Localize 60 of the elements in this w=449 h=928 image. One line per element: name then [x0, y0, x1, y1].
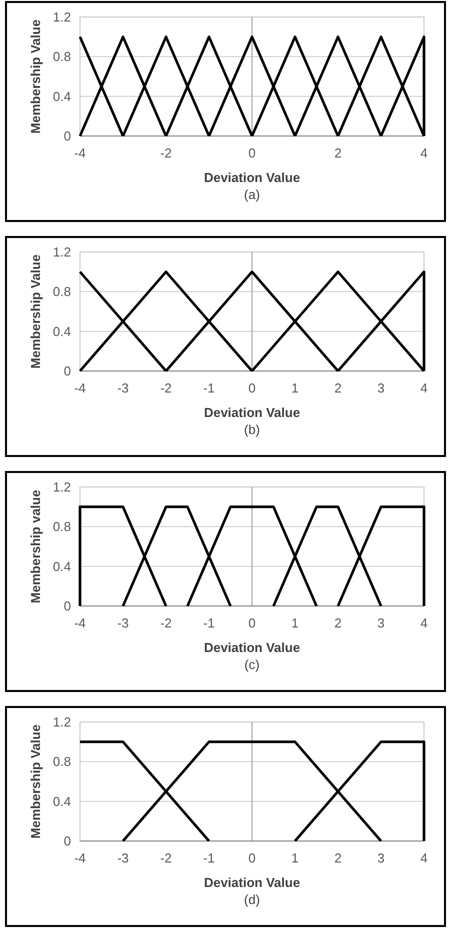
- x-tick-label: -3: [117, 380, 129, 396]
- x-tick-label: 1: [291, 616, 299, 630]
- x-tick-label: 2: [334, 146, 342, 160]
- text: (a): [244, 186, 260, 202]
- x-tick-label: 3: [377, 380, 385, 396]
- x-tick-label: 0: [248, 380, 256, 396]
- x-tick-label: -2: [160, 850, 172, 866]
- y-axis-title: Membership Value: [28, 724, 42, 839]
- y-tick-label: 1.2: [52, 244, 71, 260]
- y-tick-label: 0.8: [52, 284, 71, 300]
- x-tick-label: -2: [160, 616, 172, 630]
- x-tick-label: -4: [74, 616, 86, 630]
- x-tick-label: -1: [203, 380, 215, 396]
- x-tick-label: -1: [203, 850, 215, 866]
- x-tick-label: 0: [248, 146, 256, 160]
- x-tick-label: 3: [377, 850, 385, 866]
- x-tick-label: 0: [248, 616, 256, 630]
- y-tick-label: 0: [64, 364, 71, 378]
- x-tick-label: -4: [74, 146, 86, 160]
- x-axis-title: Deviation Value: [204, 404, 300, 420]
- y-tick-label: 1.2: [52, 10, 71, 24]
- y-tick-label: 1.2: [52, 480, 71, 494]
- x-tick-label: 4: [420, 380, 428, 396]
- y-tick-label: 0: [64, 128, 71, 144]
- x-tick-label: 2: [334, 616, 342, 630]
- y-tick-label: 0.4: [52, 558, 71, 574]
- x-tick-label: -3: [117, 850, 129, 866]
- x-tick-label: 2: [334, 380, 342, 396]
- x-tick-label: 4: [420, 850, 428, 866]
- x-tick-label: -1: [203, 616, 215, 630]
- y-tick-label: 0: [64, 834, 71, 848]
- y-tick-label: 0.4: [52, 794, 71, 809]
- x-tick-label: 4: [420, 616, 428, 630]
- text: (c): [244, 656, 260, 672]
- x-tick-label: 2: [334, 850, 342, 866]
- y-tick-label: 0.8: [52, 49, 71, 64]
- x-tick-label: 0: [248, 850, 256, 866]
- text: (b): [244, 422, 260, 436]
- y-axis-title: Membership Value: [28, 19, 42, 134]
- x-tick-label: -4: [74, 380, 86, 396]
- x-tick-label: -3: [117, 616, 129, 630]
- y-tick-label: 0.4: [52, 88, 71, 104]
- x-tick-label: -2: [160, 380, 172, 396]
- x-tick-label: -2: [160, 146, 172, 160]
- y-tick-label: 1.2: [52, 714, 71, 730]
- y-tick-label: 0.8: [52, 519, 71, 534]
- x-tick-label: 4: [420, 146, 428, 160]
- x-tick-label: -4: [74, 850, 86, 866]
- x-tick-label: 3: [377, 616, 385, 630]
- x-axis-title: Deviation Value: [204, 640, 300, 654]
- y-tick-label: 0: [64, 598, 71, 614]
- x-tick-label: 1: [291, 380, 299, 396]
- x-axis-title: Deviation Value: [204, 170, 300, 184]
- y-tick-label: 0.8: [52, 754, 71, 770]
- y-axis-title: Membership value: [28, 490, 42, 604]
- x-axis-title: Deviation Value: [204, 874, 300, 890]
- y-axis-title: Membership Value: [28, 254, 42, 369]
- text: (d): [244, 892, 260, 906]
- x-tick-label: 1: [291, 850, 299, 866]
- y-tick-label: 0.4: [52, 324, 71, 339]
